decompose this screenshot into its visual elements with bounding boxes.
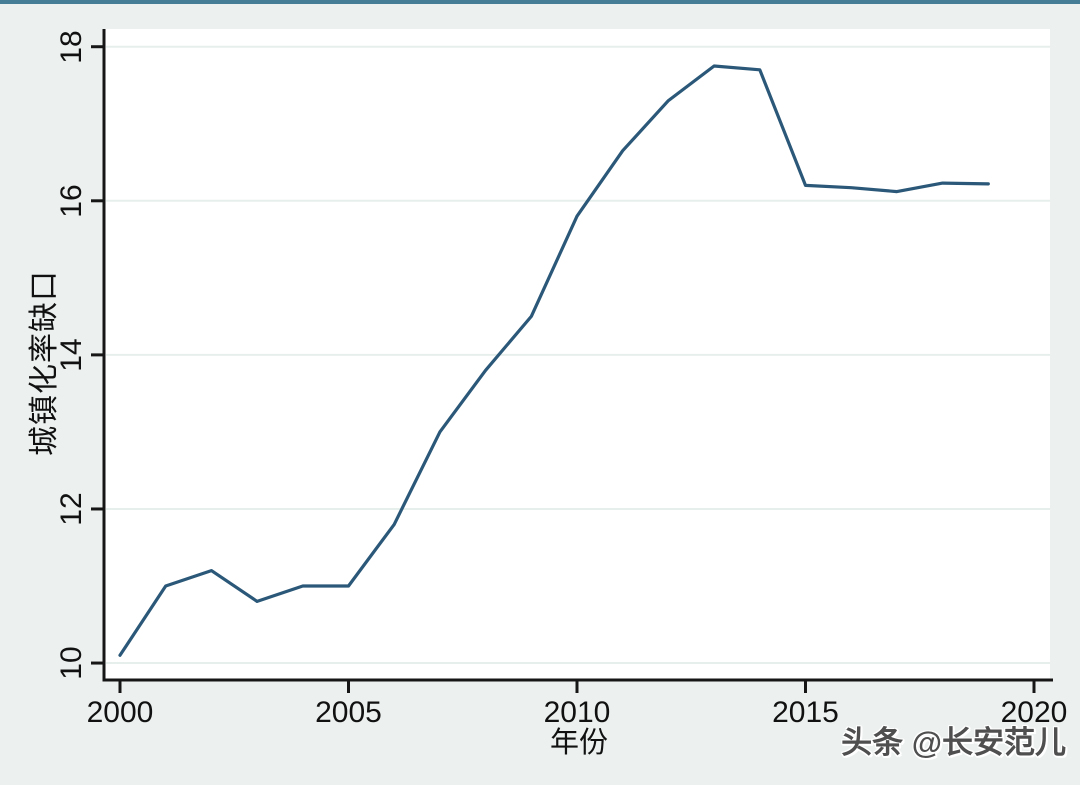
top-accent-bar (0, 0, 1080, 4)
y-tick-label-16: 16 (55, 184, 88, 218)
x-tick-label-2005: 2005 (315, 696, 382, 729)
x-tick-label-2015: 2015 (772, 696, 839, 729)
series-line (118, 64, 990, 657)
y-tick-label-18: 18 (55, 30, 88, 64)
watermark: 头条 @长安范儿 (841, 725, 1066, 760)
x-tick-label-2000: 2000 (86, 696, 154, 729)
x-tick-label-2020: 2020 (1000, 696, 1068, 729)
y-axis-title: 城镇化率缺口 (28, 270, 61, 456)
x-axis-title: 年份 (549, 727, 609, 759)
x-tick-label-2010: 2010 (543, 696, 611, 729)
y-tick-label-12: 12 (55, 492, 88, 526)
y-tick-label-14: 14 (55, 338, 88, 372)
y-tick-label-10: 10 (55, 646, 88, 680)
